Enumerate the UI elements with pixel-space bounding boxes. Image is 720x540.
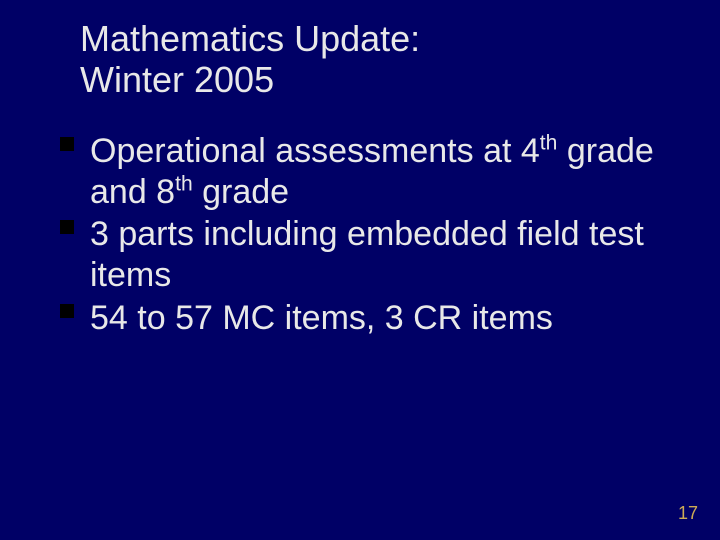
title-line-1: Mathematics Update:	[80, 18, 420, 59]
slide: Mathematics Update: Winter 2005 Operatio…	[0, 0, 720, 540]
square-bullet-icon	[60, 220, 74, 234]
bullet-text: 54 to 57 MC items, 3 CR items	[90, 299, 553, 337]
bullet-text: 3 parts including embedded field test it…	[90, 215, 644, 294]
list-item: 3 parts including embedded field test it…	[60, 214, 660, 296]
slide-title: Mathematics Update: Winter 2005	[80, 18, 660, 101]
square-bullet-icon	[60, 304, 74, 318]
superscript: th	[175, 172, 193, 195]
title-line-2: Winter 2005	[80, 59, 274, 100]
page-number: 17	[678, 503, 698, 524]
bullet-list: Operational assessments at 4th grade and…	[60, 131, 660, 339]
text-fragment: Operational assessments at 4	[90, 132, 540, 170]
text-fragment: grade	[193, 173, 289, 211]
bullet-text: Operational assessments at 4th grade and…	[90, 132, 654, 211]
list-item: 54 to 57 MC items, 3 CR items	[60, 298, 660, 339]
square-bullet-icon	[60, 137, 74, 151]
superscript: th	[540, 131, 558, 154]
list-item: Operational assessments at 4th grade and…	[60, 131, 660, 213]
